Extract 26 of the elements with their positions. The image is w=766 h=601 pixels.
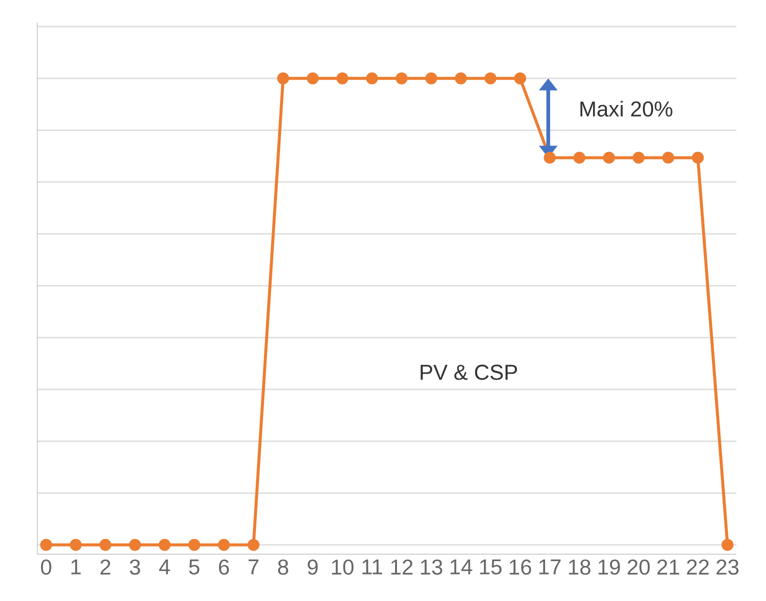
x-tick-label: 2: [100, 559, 110, 574]
x-tick-label: 10: [332, 559, 354, 575]
x-tick-label: 13: [420, 559, 442, 575]
text: PV & CSP: [420, 364, 518, 380]
x-tick-label: 3: [130, 559, 140, 575]
x-tick-label: 6: [218, 559, 229, 575]
x-tick-label: 12: [391, 559, 412, 574]
x-tick-label: 15: [480, 559, 502, 574]
x-tick-label: 23: [716, 559, 738, 575]
x-tick-label: 7: [248, 559, 258, 574]
x-tick-label: 22: [686, 559, 709, 574]
x-tick-label: 14: [450, 559, 472, 574]
x-tick-label: 9: [308, 559, 318, 575]
x-tick-label: 18: [569, 559, 590, 575]
x-tick-label: 17: [539, 559, 561, 574]
x-tick-label: 19: [598, 559, 620, 575]
x-tick-label: 5: [189, 559, 200, 574]
x-tick-label: 1: [71, 559, 81, 574]
annotation: Maxi 20%: [580, 100, 672, 116]
x-tick-label: 21: [657, 559, 680, 574]
x-tick-label: 0: [40, 559, 52, 575]
x-tick-label: 8: [278, 559, 288, 575]
x-tick-label: 4: [159, 559, 170, 574]
x-tick-label: 20: [628, 559, 650, 575]
x-tick-label: 16: [510, 559, 532, 575]
x-tick-label: 11: [362, 559, 382, 574]
